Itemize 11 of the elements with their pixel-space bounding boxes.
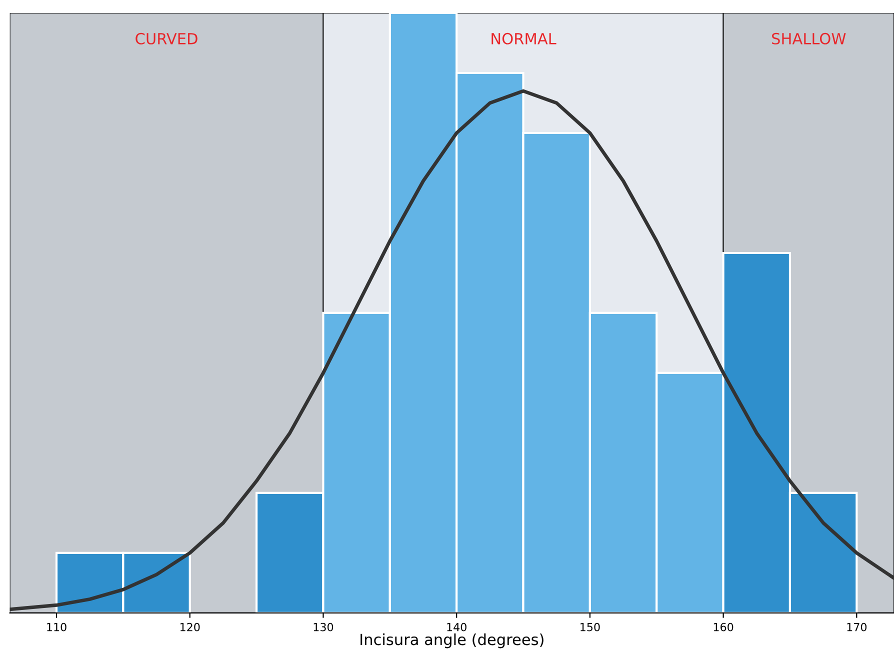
x-tick-label: 120 xyxy=(180,622,200,632)
x-axis-title: Incisura angle (degrees) xyxy=(360,633,544,648)
band-label: SHALLOW xyxy=(772,32,846,44)
x-tick-label: 130 xyxy=(314,622,334,632)
x-tick-label: 140 xyxy=(447,622,466,632)
x-tick-label: 110 xyxy=(47,622,66,632)
band-label: CURVED xyxy=(136,32,198,44)
band-label: NORMAL xyxy=(492,32,556,44)
x-tick-label: 160 xyxy=(714,622,734,632)
x-tick-label: 150 xyxy=(580,622,600,632)
x-tick-label: 170 xyxy=(847,622,867,632)
